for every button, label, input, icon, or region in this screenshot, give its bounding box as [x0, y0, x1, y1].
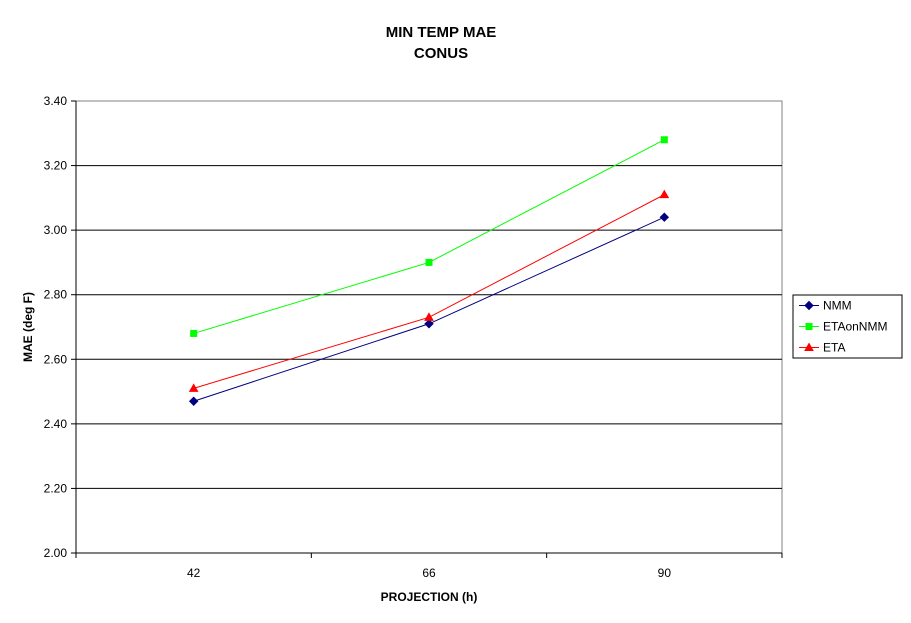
- legend: NMM ETAonNMM ETA: [792, 294, 903, 359]
- legend-marker: [804, 342, 814, 351]
- y-tick-label: 3.20: [44, 159, 68, 173]
- data-point: [424, 319, 434, 329]
- y-tick-label: 2.60: [44, 352, 68, 366]
- y-tick-label: 2.40: [44, 417, 68, 431]
- series-etaonnmm: [190, 136, 668, 337]
- legend-label: ETA: [823, 341, 845, 355]
- chart-subtitle: CONUS: [414, 45, 468, 62]
- data-point: [659, 189, 670, 199]
- y-tick-label: 2.20: [44, 481, 68, 495]
- legend-marker: [805, 323, 813, 330]
- x-tick-label: 90: [658, 566, 672, 580]
- series-eta: [188, 189, 670, 392]
- series-group: [188, 136, 670, 406]
- data-point: [424, 312, 434, 321]
- data-point: [190, 329, 198, 337]
- y-tick-label: 3.40: [44, 94, 68, 108]
- legend-item: ETAonNMM: [799, 320, 887, 334]
- x-tick-label: 66: [422, 566, 436, 580]
- series-nmm: [188, 212, 670, 406]
- y-tick-label: 2.80: [44, 288, 68, 302]
- data-point: [660, 136, 668, 144]
- chart-title: MIN TEMP MAE: [386, 24, 497, 41]
- axes: 2.00 2.20 2.40 2.60 2.80 3.00 3.20 3.40 42 66 90: [44, 94, 783, 580]
- y-axis-title: MAE (deg F): [21, 292, 35, 362]
- legend-item: ETA: [799, 341, 845, 355]
- legend-item: NMM: [799, 299, 852, 313]
- y-tick-label: 2.00: [44, 546, 68, 560]
- legend-marker: [804, 300, 814, 311]
- x-axis-title: PROJECTION (h): [381, 590, 478, 604]
- legend-label: NMM: [823, 299, 852, 313]
- legend-label: ETAonNMM: [823, 320, 887, 334]
- gridlines: [76, 165, 782, 489]
- data-point: [188, 396, 199, 406]
- data-point: [659, 212, 670, 222]
- x-tick-label: 42: [187, 566, 201, 580]
- y-tick-label: 3.00: [44, 223, 68, 237]
- data-point: [188, 383, 199, 392]
- data-point: [425, 258, 433, 266]
